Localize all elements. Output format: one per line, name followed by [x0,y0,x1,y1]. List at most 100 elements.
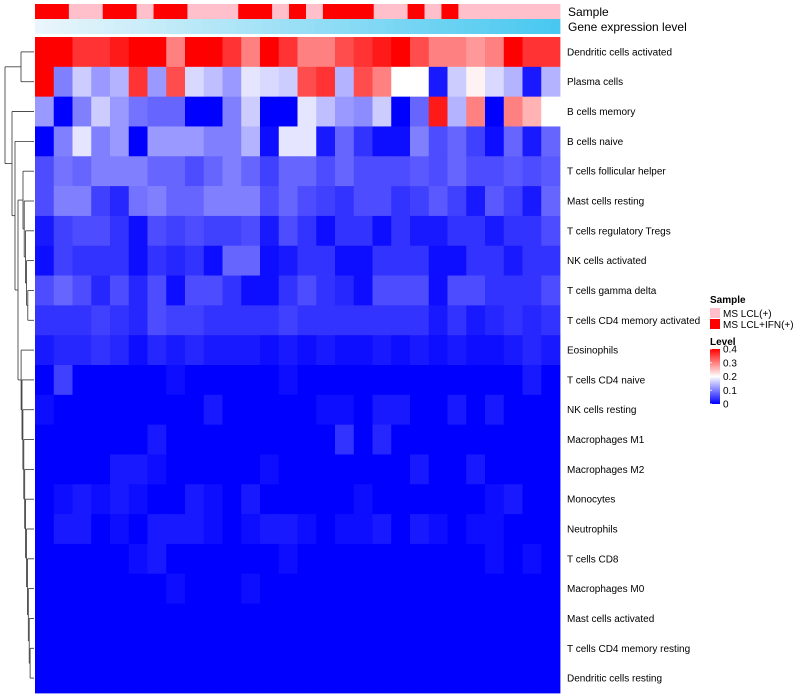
heatmap-cell-eosinophils-27 [522,335,542,366]
heatmap-cell-dendritic-cells-activated-7 [147,37,167,68]
heatmap-cell-t-cells-cd4-memory-activated-14 [278,305,298,336]
sample-annotation-cell-25 [441,4,459,19]
heatmap-cell-t-cells-cd4-memory-resting-9 [185,633,205,664]
heatmap-cell-neutrophils-22 [428,514,448,545]
heatmap-cell-dendritic-cells-resting-25 [485,663,505,694]
heatmap-cell-t-cells-cd4-memory-activated-17 [335,305,355,336]
heatmap-cell-nk-cells-activated-5 [110,245,130,276]
heatmap-cell-nk-cells-activated-1 [35,245,55,276]
heatmap-cell-t-cells-cd4-memory-resting-27 [522,633,542,664]
heatmap-cell-mast-cells-activated-28 [541,603,561,634]
heatmap-cell-t-cells-gamma-delta-22 [428,275,448,306]
heatmap-cell-t-cells-follicular-helper-28 [541,156,561,187]
heatmap-cell-t-cells-cd8-27 [522,543,542,575]
heatmap-cell-macrophages-m0-17 [335,573,355,604]
heatmap-cell-t-cells-cd4-naive-14 [278,365,298,396]
heatmap-cell-mast-cells-resting-3 [72,186,92,217]
heatmap-cell-t-cells-cd4-memory-resting-1 [35,633,55,664]
heatmap-cell-mast-cells-activated-17 [335,603,355,634]
heatmap-cell-plasma-cells-22 [428,66,448,98]
heatmap-cell-mast-cells-resting-16 [316,186,336,217]
heatmap-cell-t-cells-follicular-helper-3 [72,156,92,187]
sample-annotation-cell-7 [136,4,154,19]
heatmap-cell-t-cells-cd8-7 [147,543,167,575]
heatmap-cell-macrophages-m0-23 [447,573,467,604]
heatmap-cell-macrophages-m1-13 [260,424,280,455]
heatmap-cell-dendritic-cells-resting-8 [166,663,186,694]
heatmap-cell-neutrophils-23 [447,514,467,545]
heatmap-cell-b-cells-naive-1 [35,126,55,157]
expression-annotation-cell-41 [385,19,395,34]
expression-annotation-cell-44 [411,19,421,34]
heatmap-cell-nk-cells-resting-6 [128,394,148,426]
heatmap-cell-macrophages-m1-8 [166,424,186,455]
heatmap-cell-monocytes-1 [35,484,55,515]
heatmap-cell-t-cells-regulatory-tregs-18 [353,215,373,247]
sample-annotation-cell-1 [35,4,53,19]
heatmap-cell-t-cells-gamma-delta-26 [503,275,523,306]
heatmap-cell-b-cells-naive-16 [316,126,336,157]
sample-annotation-cell-21 [373,4,392,19]
heatmap-cell-monocytes-8 [166,484,186,515]
heatmap-cell-nk-cells-resting-24 [466,394,486,426]
sample-legend-swatch-ms-lcl [710,308,720,318]
heatmap-cell-plasma-cells-20 [391,66,411,98]
heatmap-cell-neutrophils-1 [35,514,55,545]
heatmap-cell-t-cells-cd4-memory-resting-23 [447,633,467,664]
sample-annotation-cell-5 [102,4,121,19]
heatmap-cell-t-cells-gamma-delta-12 [241,275,261,306]
heatmap-cell-nk-cells-activated-24 [466,245,486,276]
heatmap-cell-t-cells-cd4-memory-activated-19 [372,305,392,336]
heatmap-cell-t-cells-cd8-20 [391,543,411,575]
expression-annotation-cell-35 [332,19,342,34]
heatmap-cell-macrophages-m2-10 [203,454,223,485]
heatmap-cell-t-cells-cd4-memory-resting-26 [503,633,523,664]
heatmap-cell-neutrophils-3 [72,514,92,545]
heatmap-cell-macrophages-m2-1 [35,454,55,485]
expression-annotation-cell-53 [490,19,500,34]
heatmap-cell-t-cells-cd8-19 [372,543,392,575]
heatmap-cell-b-cells-naive-18 [353,126,373,157]
heatmap-cell-t-cells-gamma-delta-20 [391,275,411,306]
heatmap-cell-dendritic-cells-activated-11 [222,37,242,68]
heatmap-cell-macrophages-m2-14 [278,454,298,485]
heatmap-cell-macrophages-m0-2 [53,573,73,604]
heatmap-cell-nk-cells-resting-17 [335,394,355,426]
heatmap-cell-t-cells-cd4-memory-activated-3 [72,305,92,336]
heatmap-cell-t-cells-cd8-2 [53,543,73,575]
heatmap-cell-t-cells-gamma-delta-7 [147,275,167,306]
heatmap-cell-b-cells-naive-27 [522,126,542,157]
heatmap-cell-t-cells-follicular-helper-14 [278,156,298,187]
sample-annotation-cell-23 [407,4,425,19]
heatmap-cell-t-cells-cd8-15 [297,543,317,575]
heatmap-cell-t-cells-cd8-13 [260,543,280,575]
heatmap-cell-t-cells-cd4-naive-11 [222,365,242,396]
heatmap-cell-b-cells-naive-22 [428,126,448,157]
heatmap-cell-b-cells-naive-9 [185,126,205,157]
heatmap-cell-macrophages-m1-14 [278,424,298,455]
heatmap-cell-dendritic-cells-activated-26 [503,37,523,68]
heatmap-cell-nk-cells-resting-13 [260,394,280,426]
heatmap-cell-plasma-cells-14 [278,66,298,98]
heatmap-cell-monocytes-28 [541,484,561,515]
heatmap-cell-t-cells-cd4-memory-activated-23 [447,305,467,336]
heatmap-cell-eosinophils-4 [91,335,111,366]
level-tick-label-3: 0.2 [723,372,737,383]
heatmap-cell-t-cells-regulatory-tregs-23 [447,215,467,247]
heatmap-cell-macrophages-m0-12 [241,573,261,604]
heatmap-cell-t-cells-cd8-24 [466,543,486,575]
expression-annotation-cell-49 [455,19,465,34]
sample-annotation-cell-13 [238,4,256,19]
expression-annotation-cell-34 [323,19,333,34]
heatmap-cell-t-cells-follicular-helper-5 [110,156,130,187]
heatmap-cell-t-cells-regulatory-tregs-19 [372,215,392,247]
heatmap-cell-neutrophils-18 [353,514,373,545]
heatmap-cell-dendritic-cells-resting-6 [128,663,148,694]
heatmap-cell-dendritic-cells-activated-12 [241,37,261,68]
heatmap-cell-mast-cells-activated-16 [316,603,336,634]
heatmap-cell-t-cells-regulatory-tregs-26 [503,215,523,247]
heatmap-cell-t-cells-gamma-delta-28 [541,275,561,306]
heatmap-cell-dendritic-cells-activated-23 [447,37,467,68]
heatmap-cell-t-cells-cd4-memory-resting-24 [466,633,486,664]
heatmap-cell-monocytes-13 [260,484,280,515]
